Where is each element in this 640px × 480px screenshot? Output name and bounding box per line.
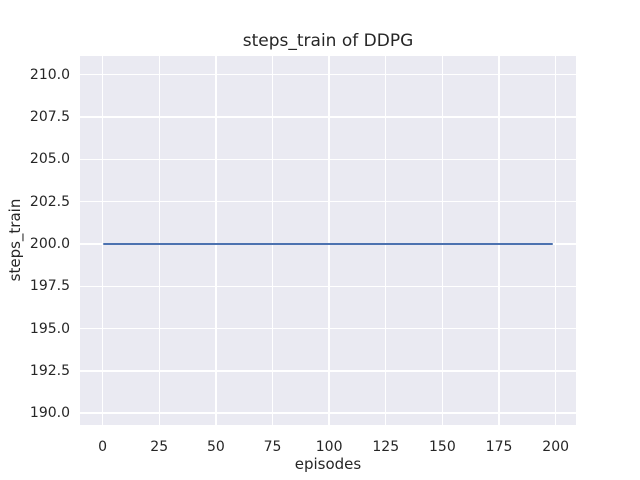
horizontal-gridline	[80, 158, 576, 160]
x-tick-label: 75	[263, 439, 282, 455]
x-tick-label: 200	[542, 439, 570, 455]
plot-area	[80, 56, 576, 425]
x-tick-label: 150	[429, 439, 456, 455]
vertical-gridline	[554, 56, 557, 425]
x-tick-label: 0	[98, 439, 108, 455]
y-axis-label: steps_train	[6, 198, 24, 282]
x-tick-label: 25	[150, 439, 169, 455]
vertical-gridline	[271, 56, 274, 425]
horizontal-gridline	[80, 116, 576, 118]
vertical-gridline	[215, 56, 217, 425]
vertical-gridline	[101, 56, 104, 425]
vertical-gridline	[385, 56, 387, 425]
series-line-steps_train	[102, 242, 554, 245]
vertical-gridline	[498, 56, 500, 425]
y-tick-label: 197.5	[29, 278, 70, 295]
vertical-gridline	[328, 56, 330, 425]
x-tick-label: 100	[315, 439, 343, 455]
vertical-gridline	[158, 56, 160, 425]
horizontal-gridline	[80, 327, 576, 330]
y-tick-label: 192.5	[29, 362, 70, 379]
x-tick-label: 125	[372, 439, 400, 455]
y-tick-label: 195.0	[29, 320, 70, 337]
y-tick-label: 205.0	[29, 151, 70, 168]
y-tick-label: 202.5	[29, 193, 70, 210]
horizontal-gridline	[80, 412, 576, 414]
y-tick-label: 200.0	[29, 235, 70, 252]
vertical-gridline	[441, 56, 444, 425]
x-axis-label: episodes	[294, 455, 362, 473]
horizontal-gridline	[80, 200, 576, 203]
y-tick-label: 207.5	[29, 108, 70, 125]
x-tick-label: 175	[485, 439, 513, 455]
horizontal-gridline	[80, 370, 576, 372]
y-tick-label: 190.0	[29, 405, 70, 422]
horizontal-gridline	[80, 73, 576, 76]
horizontal-gridline	[80, 285, 576, 287]
chart-title: steps_train of DDPG	[242, 31, 414, 51]
x-tick-label: 50	[206, 439, 225, 455]
y-tick-label: 210.0	[29, 66, 70, 83]
